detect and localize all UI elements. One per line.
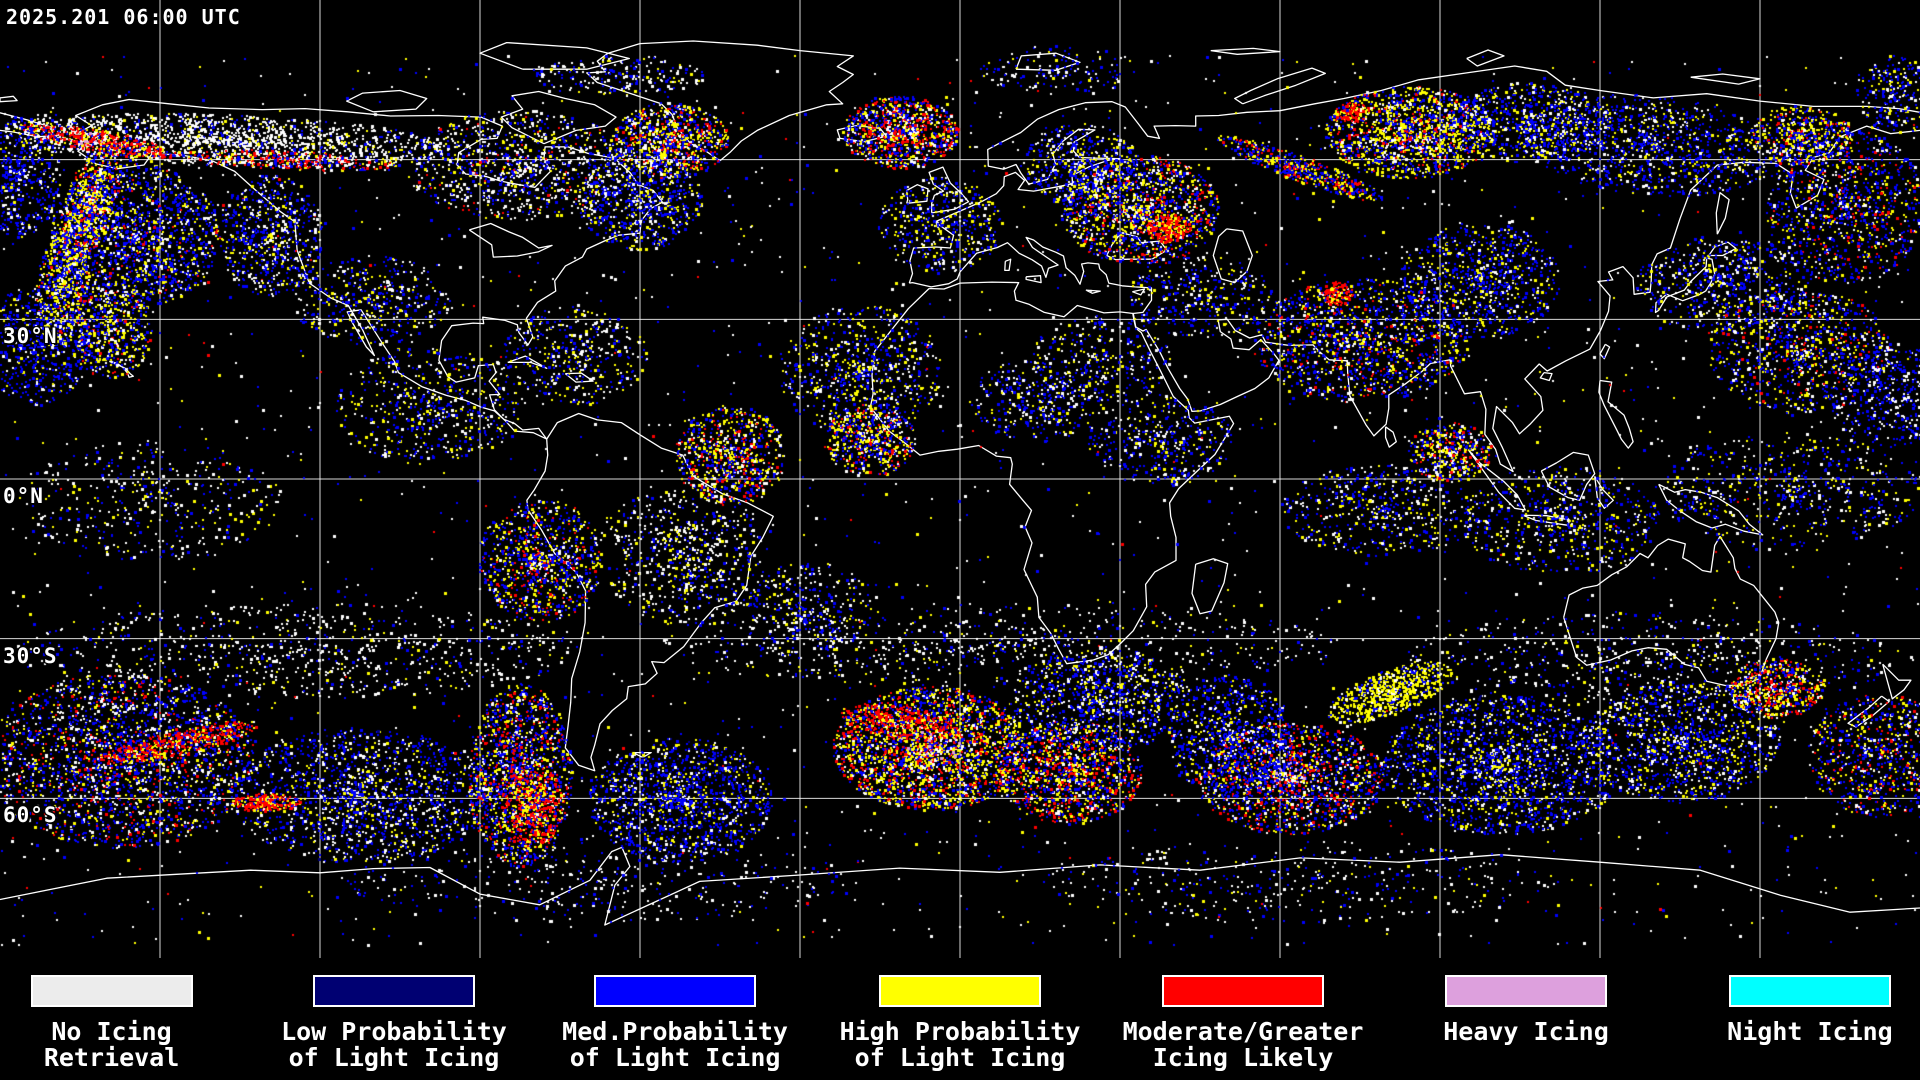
legend-item-moderate-greater-icing: Moderate/Greater Icing Likely xyxy=(1083,958,1403,1071)
legend-item-high-probability-light-icing: High Probability of Light Icing xyxy=(800,958,1120,1071)
icing-data-layer xyxy=(0,0,1920,958)
legend-label-low-probability-light-icing: Low Probability of Light Icing xyxy=(234,1019,554,1071)
legend-item-no-icing-retrieval: No Icing Retrieval xyxy=(0,958,272,1071)
legend-swatch-med-probability-light-icing xyxy=(594,975,757,1007)
lat-label-30N: 30°N xyxy=(3,324,58,349)
legend-item-med-probability-light-icing: Med.Probability of Light Icing xyxy=(515,958,835,1071)
legend-label-line: Med.Probability xyxy=(562,1017,788,1046)
lat-label-60S: 60°S xyxy=(3,803,58,828)
legend-label-line: High Probability xyxy=(839,1017,1081,1046)
timestamp-label: 2025.201 06:00 UTC xyxy=(6,5,241,29)
legend-swatch-heavy-icing xyxy=(1445,975,1608,1007)
legend-swatch-low-probability-light-icing xyxy=(312,975,475,1007)
legend-swatch-no-icing-retrieval xyxy=(30,975,193,1007)
lat-label-30S: 30°S xyxy=(3,643,58,668)
legend-label-line: of Light Icing xyxy=(854,1043,1066,1072)
legend-label-heavy-icing: Heavy Icing xyxy=(1366,1019,1686,1045)
legend-label-night-icing: Night Icing xyxy=(1650,1019,1920,1045)
legend-item-heavy-icing: Heavy Icing xyxy=(1366,958,1686,1045)
legend-label-line: of Light Icing xyxy=(288,1043,500,1072)
legend-swatch-high-probability-light-icing xyxy=(879,975,1041,1007)
legend-label-no-icing-retrieval: No Icing Retrieval xyxy=(0,1019,272,1071)
legend-item-night-icing: Night Icing xyxy=(1650,958,1920,1045)
lat-label-0N: 0°N xyxy=(3,484,44,508)
legend-label-line: Heavy Icing xyxy=(1443,1017,1609,1046)
legend-label-med-probability-light-icing: Med.Probability of Light Icing xyxy=(515,1019,835,1071)
legend-label-line: Moderate/Greater xyxy=(1122,1017,1364,1046)
legend-bar: No Icing Retrieval Low Probability of Light… xyxy=(0,958,1920,1080)
legend-label-line: No Icing xyxy=(51,1017,172,1046)
legend-swatch-night-icing xyxy=(1728,975,1891,1007)
legend-label-line: Low Probability xyxy=(281,1017,507,1046)
legend-item-low-probability-light-icing: Low Probability of Light Icing xyxy=(234,958,554,1071)
legend-label-line: of Light Icing xyxy=(569,1043,781,1072)
legend-label-line: Night Icing xyxy=(1727,1017,1893,1046)
legend-label-moderate-greater-icing: Moderate/Greater Icing Likely xyxy=(1083,1019,1403,1071)
legend-label-high-probability-light-icing: High Probability of Light Icing xyxy=(800,1019,1120,1071)
legend-swatch-moderate-greater-icing xyxy=(1162,975,1324,1007)
legend-label-line: Icing Likely xyxy=(1152,1043,1334,1072)
legend-label-line: Retrieval xyxy=(43,1043,180,1072)
world-icing-map: 2025.201 06:00 UTC 30°N 0°N 30°S 60°S xyxy=(0,0,1920,958)
